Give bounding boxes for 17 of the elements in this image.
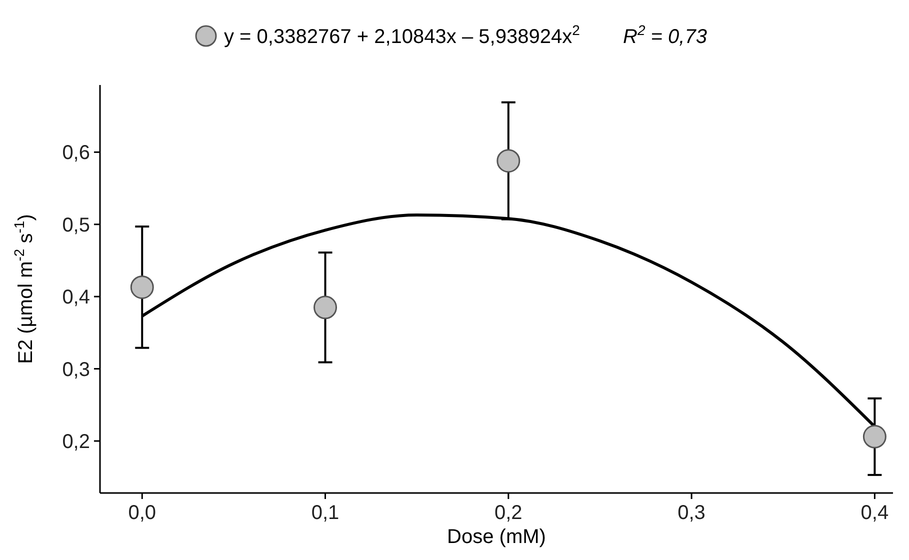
x-axis-title: Dose (mM) [447, 526, 546, 548]
point [130, 275, 154, 299]
x-tick-label: 0,1 [311, 502, 340, 524]
text: R$^{2}$ = 0,73 [623, 22, 707, 48]
point [314, 296, 338, 320]
x-tick-label: 0,2 [494, 502, 522, 524]
y-tick-label: 0,5 [62, 214, 90, 236]
x-tick-label: 0,0 [128, 502, 156, 524]
y-tick-label: 0,3 [62, 358, 90, 381]
legend-label: y = 0,3382767 + 2,10843x – 5,938924x$^{2}$ [224, 22, 580, 48]
x-tick-label: 0,4 [860, 502, 889, 524]
y-tick-label: 0,2 [62, 431, 90, 454]
point [862, 424, 886, 448]
x-tick-label: 0,3 [678, 502, 706, 524]
y-tick-label: 0,4 [62, 286, 90, 309]
y-tick-label: 0,6 [62, 142, 90, 164]
point [496, 149, 520, 173]
